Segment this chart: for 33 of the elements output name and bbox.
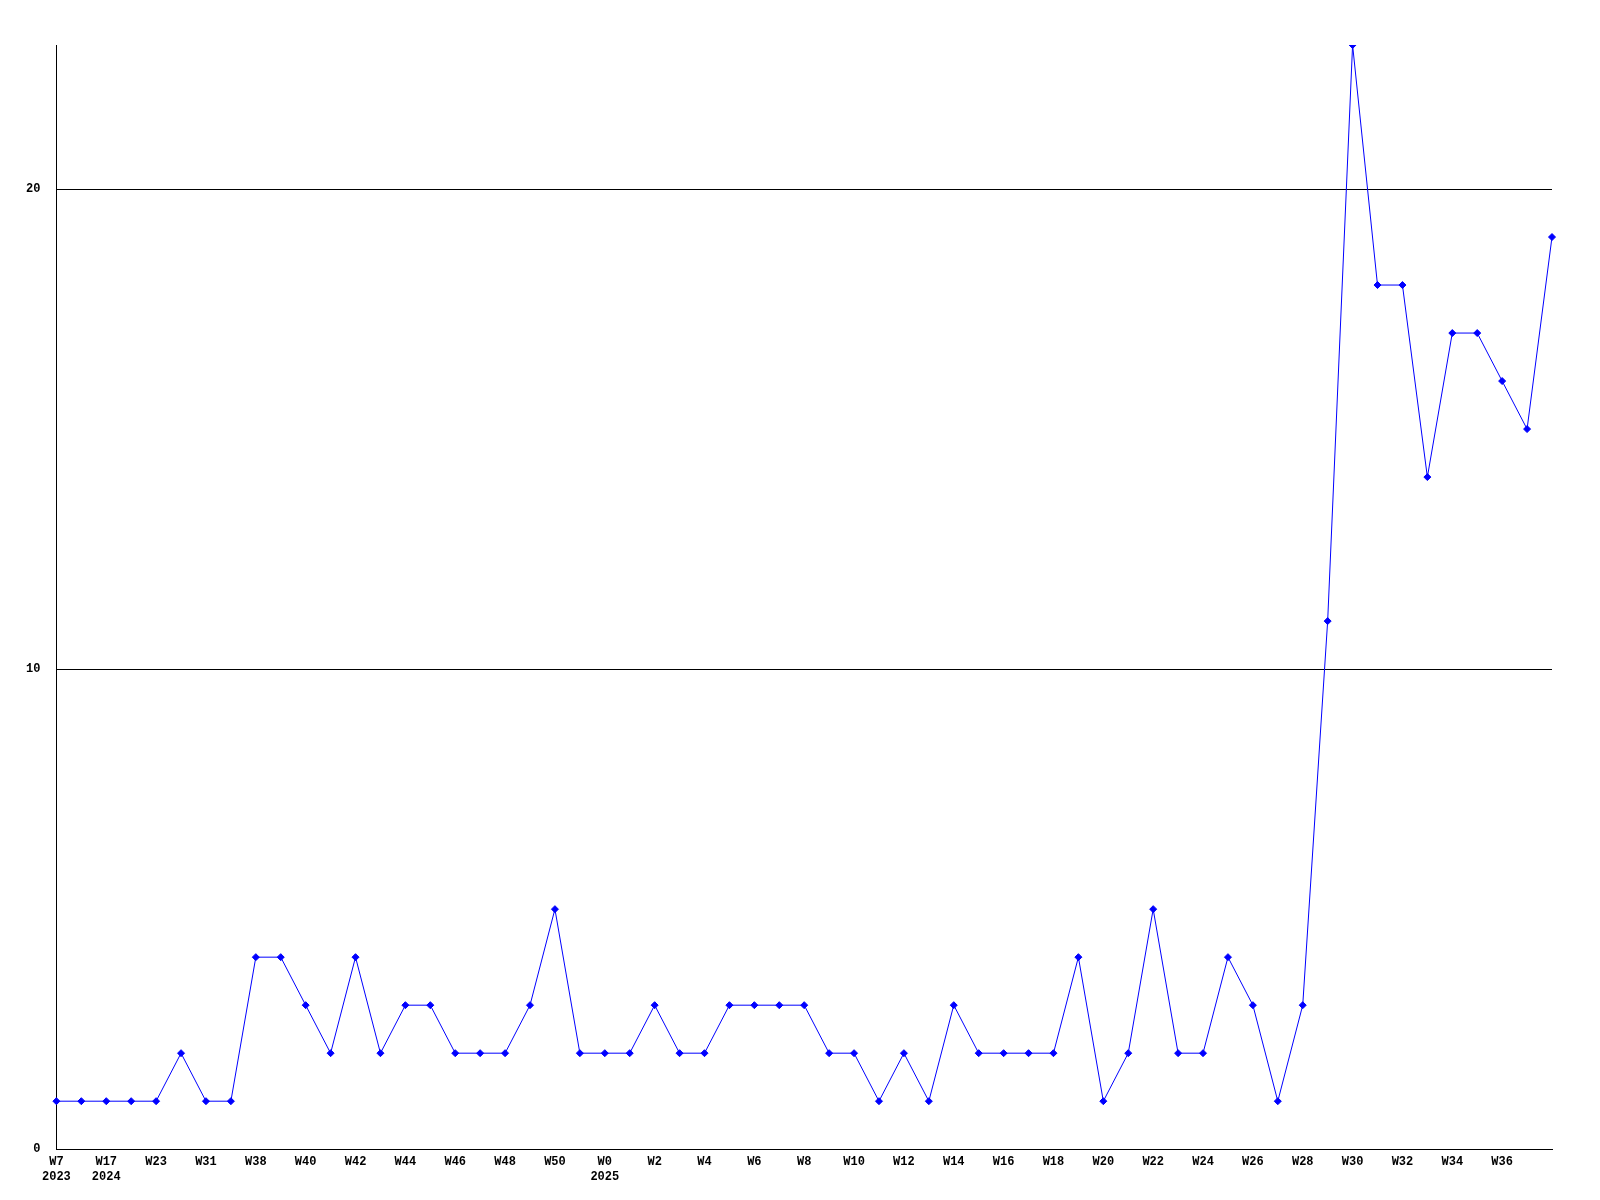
x-tick-label: W32 xyxy=(1391,1155,1414,1170)
x-tick-label: W38 xyxy=(245,1155,267,1170)
x-tick-label: W31 xyxy=(195,1155,217,1170)
y-tick-label: 20 xyxy=(26,182,41,197)
x-tick-label: W2 xyxy=(647,1155,662,1170)
x-tick-label: W48 xyxy=(494,1155,516,1170)
x-tick-label: W17 2024 xyxy=(91,1155,121,1184)
x-tick-label: W44 xyxy=(394,1155,417,1170)
x-tick-label: W23 xyxy=(145,1155,167,1170)
x-tick-label: W12 xyxy=(893,1155,915,1170)
x-tick-label: W42 xyxy=(344,1155,367,1170)
x-tick-label: W50 xyxy=(544,1155,566,1170)
x-tick-label: W30 xyxy=(1341,1155,1364,1170)
x-tick-label: W6 xyxy=(747,1155,762,1170)
x-tick-label: W18 xyxy=(1042,1155,1065,1170)
x-tick-label: W20 xyxy=(1092,1155,1115,1170)
x-tick-label: W10 xyxy=(843,1155,865,1170)
x-tick-label: W0 2025 xyxy=(590,1155,620,1184)
x-tick-label: W24 xyxy=(1192,1155,1214,1170)
x-tick-label: W34 xyxy=(1441,1155,1464,1170)
x-tick-label: W40 xyxy=(294,1155,317,1170)
x-tick-label: W7 2023 xyxy=(42,1155,71,1184)
x-tick-label: W36 xyxy=(1491,1155,1513,1170)
x-tick-label: W28 xyxy=(1291,1155,1314,1170)
x-tick-label: W26 xyxy=(1242,1155,1264,1170)
x-tick-label: W22 xyxy=(1142,1155,1164,1170)
x-tick-label: W4 xyxy=(697,1155,712,1170)
y-tick-label: 10 xyxy=(26,662,41,677)
x-tick-label: W16 xyxy=(992,1155,1015,1170)
x-tick-label: W8 xyxy=(797,1155,812,1170)
x-tick-label: W14 xyxy=(942,1155,965,1170)
x-tick-label: W46 xyxy=(444,1155,467,1170)
y-tick-label: 0 xyxy=(33,1142,41,1157)
